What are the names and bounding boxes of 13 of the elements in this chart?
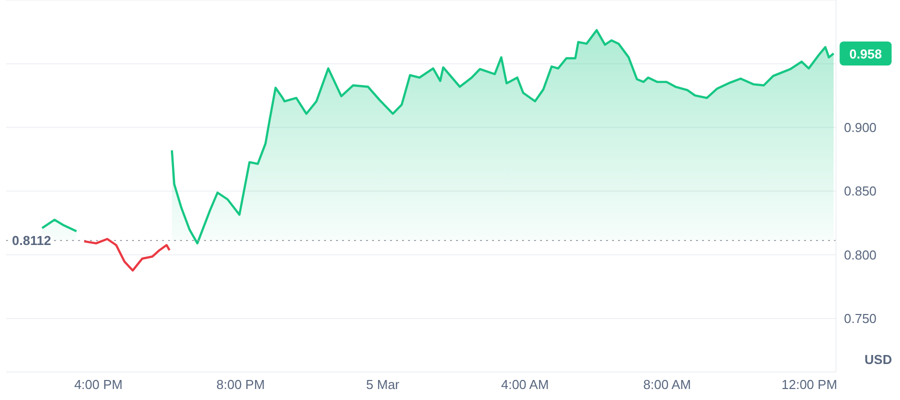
x-tick-label: 5 Mar xyxy=(366,377,400,392)
x-tick-label: 8:00 PM xyxy=(216,377,265,392)
y-tick-label: 0.800 xyxy=(844,247,877,262)
x-tick-label: 4:00 PM xyxy=(74,377,123,392)
y-tick-label: 0.900 xyxy=(844,120,877,136)
x-tick-label: 4:00 AM xyxy=(501,377,549,392)
y-tick-label: 0.850 xyxy=(844,184,877,199)
ref-line-label: 0.8112 xyxy=(12,233,52,248)
x-tick-label: 8:00 AM xyxy=(643,377,692,392)
x-tick-label: 12:00 PM xyxy=(782,377,838,392)
y-tick-label: 0.750 xyxy=(844,311,877,326)
y-axis-title: USD xyxy=(864,352,892,367)
annotation: 0.958 xyxy=(849,46,882,62)
